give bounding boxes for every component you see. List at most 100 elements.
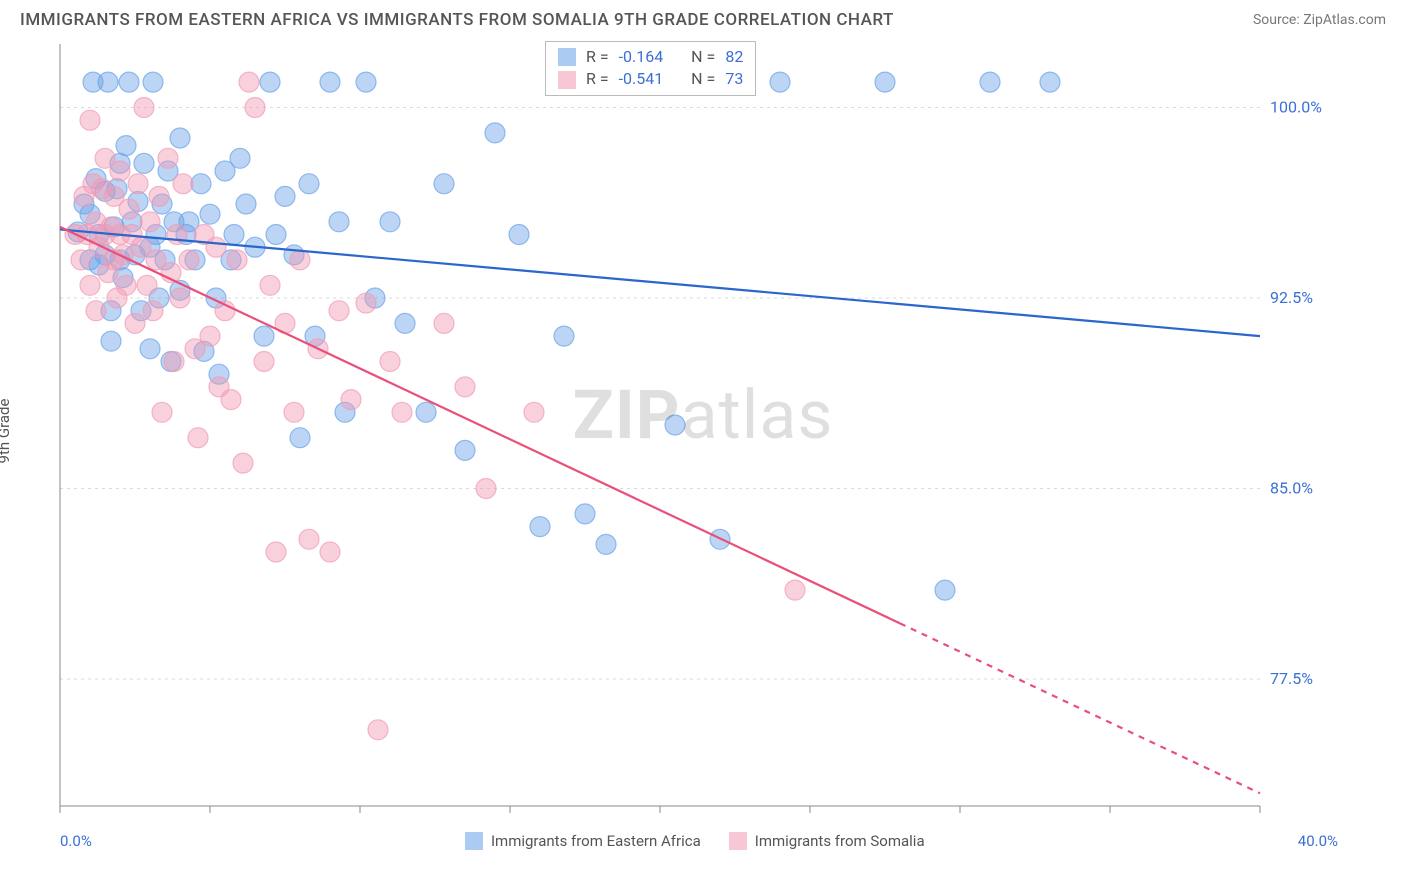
data-point: [485, 123, 505, 143]
legend-swatch: [729, 832, 747, 850]
data-point: [116, 275, 136, 295]
data-point: [356, 72, 376, 92]
data-point: [80, 110, 100, 130]
data-point: [275, 186, 295, 206]
data-point: [224, 225, 244, 245]
data-point: [290, 428, 310, 448]
data-point: [236, 194, 256, 214]
data-point: [575, 504, 595, 524]
data-point: [119, 72, 139, 92]
data-point: [416, 402, 436, 422]
data-point: [119, 199, 139, 219]
regression-line: [60, 229, 1260, 336]
data-point: [128, 174, 148, 194]
data-point: [380, 352, 400, 372]
data-point: [152, 402, 172, 422]
data-point: [143, 72, 163, 92]
data-point: [125, 313, 145, 333]
data-point: [173, 174, 193, 194]
data-point: [134, 98, 154, 118]
data-point: [395, 313, 415, 333]
regression-line-dashed: [900, 623, 1260, 793]
data-point: [299, 529, 319, 549]
data-point: [434, 174, 454, 194]
data-point: [455, 377, 475, 397]
data-point: [191, 174, 211, 194]
legend-label: Immigrants from Eastern Africa: [491, 832, 701, 850]
data-point: [101, 331, 121, 351]
data-point: [785, 580, 805, 600]
y-axis-label: 9th Grade: [0, 399, 13, 464]
data-point: [320, 72, 340, 92]
data-point: [299, 174, 319, 194]
scatter-plot-svg: 100.0% 92.5% 85.0% 77.5%: [20, 36, 1330, 826]
svg-text:100.0%: 100.0%: [1270, 98, 1322, 117]
stats-legend: R = -0.164 N = 82R = -0.541 N = 73: [545, 41, 756, 96]
data-point: [320, 542, 340, 562]
data-point: [140, 339, 160, 359]
data-point: [110, 161, 130, 181]
svg-text:85.0%: 85.0%: [1270, 479, 1313, 498]
svg-text:92.5%: 92.5%: [1270, 288, 1313, 307]
data-point: [356, 293, 376, 313]
data-point: [188, 428, 208, 448]
data-point: [206, 237, 226, 257]
data-point: [179, 250, 199, 270]
source-label: Source: ZipAtlas.com: [1253, 12, 1386, 28]
data-point: [341, 390, 361, 410]
data-point: [260, 72, 280, 92]
data-point: [329, 212, 349, 232]
data-point: [1040, 72, 1060, 92]
data-point: [137, 275, 157, 295]
data-point: [230, 148, 250, 168]
data-point: [134, 153, 154, 173]
data-point: [476, 479, 496, 499]
data-point: [434, 313, 454, 333]
data-point: [596, 534, 616, 554]
data-point: [143, 301, 163, 321]
data-point: [260, 275, 280, 295]
legend-swatch: [558, 71, 576, 89]
data-point: [164, 352, 184, 372]
data-point: [290, 250, 310, 270]
data-point: [329, 301, 349, 321]
data-point: [140, 212, 160, 232]
data-point: [221, 390, 241, 410]
data-point: [245, 98, 265, 118]
legend-swatch: [465, 832, 483, 850]
regression-line: [60, 227, 900, 623]
data-point: [149, 186, 169, 206]
data-point: [875, 72, 895, 92]
plot-area: 100.0%92.5%85.0%77.5% 9th Grade ZIPatlas…: [20, 36, 1386, 826]
stats-legend-row: R = -0.541 N = 73: [558, 68, 743, 90]
data-point: [665, 415, 685, 435]
data-point: [266, 225, 286, 245]
data-point: [239, 72, 259, 92]
data-point: [980, 72, 1000, 92]
data-point: [284, 402, 304, 422]
data-point: [770, 72, 790, 92]
data-point: [80, 275, 100, 295]
x-axis-max: 40.0%: [1298, 832, 1338, 850]
data-point: [455, 440, 475, 460]
data-point: [116, 136, 136, 156]
legend-label: Immigrants from Somalia: [755, 832, 925, 850]
legend-swatch: [558, 48, 576, 66]
x-axis-min: 0.0%: [60, 832, 92, 850]
data-point: [233, 453, 253, 473]
chart-title: IMMIGRANTS FROM EASTERN AFRICA VS IMMIGR…: [20, 10, 894, 30]
bottom-legend: Immigrants from Eastern Africa Immigrants…: [465, 832, 925, 850]
data-point: [98, 72, 118, 92]
stats-legend-row: R = -0.164 N = 82: [558, 46, 743, 68]
data-point: [170, 128, 190, 148]
data-point: [158, 148, 178, 168]
data-point: [380, 212, 400, 232]
data-point: [530, 517, 550, 537]
data-point: [254, 352, 274, 372]
data-point: [86, 301, 106, 321]
data-point: [509, 225, 529, 245]
data-point: [254, 326, 274, 346]
svg-text:77.5%: 77.5%: [1270, 669, 1313, 688]
legend-item: Immigrants from Eastern Africa: [465, 832, 701, 850]
data-point: [227, 250, 247, 270]
